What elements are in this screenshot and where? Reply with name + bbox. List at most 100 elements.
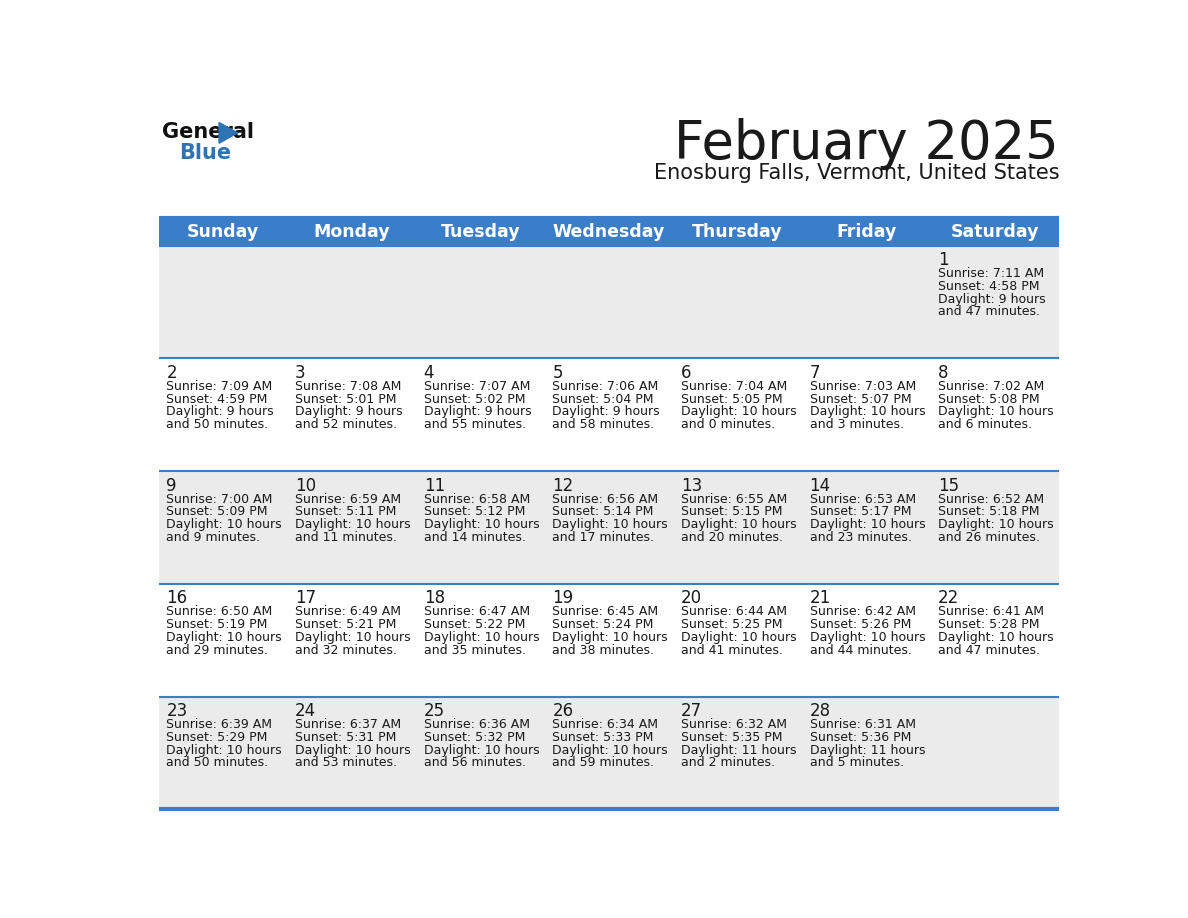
Text: Sunset: 5:12 PM: Sunset: 5:12 PM: [424, 506, 525, 519]
Text: Daylight: 10 hours: Daylight: 10 hours: [552, 744, 668, 756]
Text: 13: 13: [681, 476, 702, 495]
Text: 20: 20: [681, 589, 702, 607]
Text: 19: 19: [552, 589, 574, 607]
Text: 6: 6: [681, 364, 691, 382]
Text: and 6 minutes.: and 6 minutes.: [939, 418, 1032, 431]
Text: and 35 minutes.: and 35 minutes.: [424, 644, 525, 656]
Text: Daylight: 10 hours: Daylight: 10 hours: [295, 744, 411, 756]
Text: Sunset: 5:28 PM: Sunset: 5:28 PM: [939, 618, 1040, 632]
Text: and 56 minutes.: and 56 minutes.: [424, 756, 525, 769]
Text: 5: 5: [552, 364, 563, 382]
Text: 4: 4: [424, 364, 434, 382]
Text: Sunrise: 7:11 AM: Sunrise: 7:11 AM: [939, 267, 1044, 280]
Text: Sunset: 5:02 PM: Sunset: 5:02 PM: [424, 393, 525, 406]
Text: Sunrise: 6:56 AM: Sunrise: 6:56 AM: [552, 493, 658, 506]
Text: Sunrise: 6:47 AM: Sunrise: 6:47 AM: [424, 606, 530, 619]
Text: Sunrise: 6:41 AM: Sunrise: 6:41 AM: [939, 606, 1044, 619]
Text: Saturday: Saturday: [950, 223, 1040, 241]
Text: Daylight: 9 hours: Daylight: 9 hours: [166, 406, 274, 419]
Text: 1: 1: [939, 251, 949, 269]
Text: and 0 minutes.: and 0 minutes.: [681, 418, 775, 431]
Text: 3: 3: [295, 364, 305, 382]
Text: Sunrise: 7:07 AM: Sunrise: 7:07 AM: [424, 380, 530, 393]
Text: Daylight: 10 hours: Daylight: 10 hours: [681, 406, 796, 419]
Text: Sunrise: 7:02 AM: Sunrise: 7:02 AM: [939, 380, 1044, 393]
Text: Sunrise: 6:50 AM: Sunrise: 6:50 AM: [166, 606, 272, 619]
Text: and 44 minutes.: and 44 minutes.: [809, 644, 911, 656]
Text: Tuesday: Tuesday: [441, 223, 520, 241]
Text: Daylight: 9 hours: Daylight: 9 hours: [552, 406, 659, 419]
Text: February 2025: February 2025: [675, 118, 1060, 170]
Text: 23: 23: [166, 702, 188, 720]
Text: and 47 minutes.: and 47 minutes.: [939, 306, 1041, 319]
Text: 22: 22: [939, 589, 960, 607]
Text: Sunrise: 6:55 AM: Sunrise: 6:55 AM: [681, 493, 788, 506]
Text: Sunset: 5:31 PM: Sunset: 5:31 PM: [295, 731, 397, 744]
Text: Sunset: 5:35 PM: Sunset: 5:35 PM: [681, 731, 783, 744]
Text: 2: 2: [166, 364, 177, 382]
Text: Sunrise: 6:36 AM: Sunrise: 6:36 AM: [424, 718, 530, 731]
Text: Daylight: 10 hours: Daylight: 10 hours: [166, 744, 282, 756]
Text: Daylight: 10 hours: Daylight: 10 hours: [939, 518, 1054, 532]
Text: 12: 12: [552, 476, 574, 495]
Text: Sunrise: 7:04 AM: Sunrise: 7:04 AM: [681, 380, 788, 393]
Text: Sunset: 5:05 PM: Sunset: 5:05 PM: [681, 393, 783, 406]
Text: Sunrise: 7:00 AM: Sunrise: 7:00 AM: [166, 493, 273, 506]
Text: Sunset: 5:19 PM: Sunset: 5:19 PM: [166, 618, 267, 632]
Text: and 38 minutes.: and 38 minutes.: [552, 644, 655, 656]
Text: and 58 minutes.: and 58 minutes.: [552, 418, 655, 431]
Text: Daylight: 10 hours: Daylight: 10 hours: [552, 631, 668, 644]
Text: Sunday: Sunday: [187, 223, 259, 241]
Text: and 47 minutes.: and 47 minutes.: [939, 644, 1041, 656]
Text: Sunset: 5:33 PM: Sunset: 5:33 PM: [552, 731, 653, 744]
Bar: [158, 246, 1060, 358]
Text: Sunrise: 6:42 AM: Sunrise: 6:42 AM: [809, 606, 916, 619]
Text: and 23 minutes.: and 23 minutes.: [809, 531, 911, 543]
Text: Sunset: 5:15 PM: Sunset: 5:15 PM: [681, 506, 783, 519]
Text: 26: 26: [552, 702, 574, 720]
Bar: [158, 697, 1060, 810]
Text: Daylight: 10 hours: Daylight: 10 hours: [295, 518, 411, 532]
Text: Daylight: 11 hours: Daylight: 11 hours: [681, 744, 796, 756]
Text: and 53 minutes.: and 53 minutes.: [295, 756, 397, 769]
Text: Sunset: 5:01 PM: Sunset: 5:01 PM: [295, 393, 397, 406]
Text: and 26 minutes.: and 26 minutes.: [939, 531, 1041, 543]
Text: Enosburg Falls, Vermont, United States: Enosburg Falls, Vermont, United States: [653, 162, 1060, 183]
Text: Daylight: 10 hours: Daylight: 10 hours: [939, 406, 1054, 419]
Text: Sunset: 4:58 PM: Sunset: 4:58 PM: [939, 280, 1040, 293]
Text: Sunset: 4:59 PM: Sunset: 4:59 PM: [166, 393, 267, 406]
Text: Sunrise: 6:31 AM: Sunrise: 6:31 AM: [809, 718, 916, 731]
Text: Sunrise: 7:09 AM: Sunrise: 7:09 AM: [166, 380, 272, 393]
Text: Daylight: 10 hours: Daylight: 10 hours: [681, 518, 796, 532]
Text: Monday: Monday: [314, 223, 390, 241]
Text: Sunrise: 6:45 AM: Sunrise: 6:45 AM: [552, 606, 658, 619]
Text: Daylight: 10 hours: Daylight: 10 hours: [424, 631, 539, 644]
Text: Sunset: 5:24 PM: Sunset: 5:24 PM: [552, 618, 653, 632]
Text: 10: 10: [295, 476, 316, 495]
Text: Daylight: 11 hours: Daylight: 11 hours: [809, 744, 925, 756]
Text: and 52 minutes.: and 52 minutes.: [295, 418, 397, 431]
Text: and 2 minutes.: and 2 minutes.: [681, 756, 775, 769]
Text: and 14 minutes.: and 14 minutes.: [424, 531, 525, 543]
Text: General: General: [163, 122, 254, 141]
Text: Sunrise: 6:52 AM: Sunrise: 6:52 AM: [939, 493, 1044, 506]
Bar: [158, 584, 1060, 697]
Text: Sunset: 5:32 PM: Sunset: 5:32 PM: [424, 731, 525, 744]
Text: Daylight: 10 hours: Daylight: 10 hours: [424, 744, 539, 756]
Text: Daylight: 10 hours: Daylight: 10 hours: [295, 631, 411, 644]
Text: Sunset: 5:21 PM: Sunset: 5:21 PM: [295, 618, 397, 632]
Text: and 50 minutes.: and 50 minutes.: [166, 418, 268, 431]
Text: Daylight: 10 hours: Daylight: 10 hours: [939, 631, 1054, 644]
Text: and 3 minutes.: and 3 minutes.: [809, 418, 904, 431]
Text: Sunset: 5:17 PM: Sunset: 5:17 PM: [809, 506, 911, 519]
Text: Sunrise: 6:53 AM: Sunrise: 6:53 AM: [809, 493, 916, 506]
Text: and 41 minutes.: and 41 minutes.: [681, 644, 783, 656]
Text: 9: 9: [166, 476, 177, 495]
Text: Sunrise: 6:44 AM: Sunrise: 6:44 AM: [681, 606, 786, 619]
Text: Sunset: 5:36 PM: Sunset: 5:36 PM: [809, 731, 911, 744]
Text: Wednesday: Wednesday: [552, 223, 665, 241]
Text: Sunrise: 6:34 AM: Sunrise: 6:34 AM: [552, 718, 658, 731]
Text: 15: 15: [939, 476, 960, 495]
Text: Sunrise: 6:37 AM: Sunrise: 6:37 AM: [295, 718, 402, 731]
Text: Daylight: 10 hours: Daylight: 10 hours: [166, 518, 282, 532]
